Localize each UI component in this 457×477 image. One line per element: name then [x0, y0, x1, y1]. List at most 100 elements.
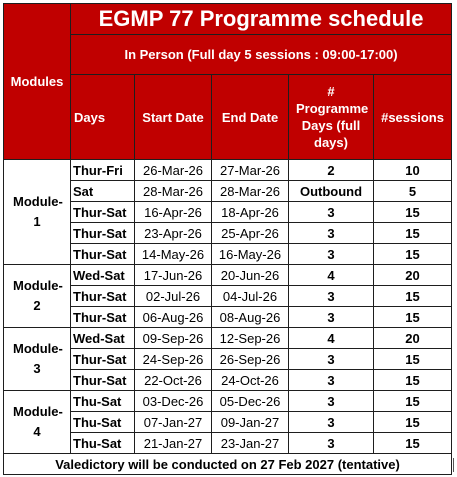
sessions-cell: 15	[372, 411, 453, 433]
days-cell: Thur-Sat	[70, 285, 135, 307]
start-date-cell: 21-Jan-27	[134, 432, 212, 454]
end-date-cell: 23-Jan-27	[211, 432, 289, 454]
end-date-cell: 18-Apr-26	[211, 201, 289, 223]
footer-row: Valedictory will be conducted on 27 Feb …	[2, 453, 453, 475]
sessions-cell: 15	[372, 222, 453, 244]
table-row: Thur-Sat 06-Aug-26 08-Aug-26 3 15	[4, 306, 453, 328]
start-date-cell: 09-Sep-26	[134, 327, 212, 349]
module-label-text: Module-2	[13, 278, 63, 313]
title-row: Modules EGMP 77 Programme schedule	[3, 3, 453, 160]
start-date-cell: 06-Aug-26	[134, 306, 212, 328]
table-row: Thur-Sat 22-Oct-26 24-Oct-26 3 15	[4, 369, 453, 391]
module-label-text: Module-3	[13, 341, 63, 376]
start-date-cell: 03-Dec-26	[134, 390, 212, 412]
end-date-cell: 12-Sep-26	[211, 327, 289, 349]
page-subtitle: In Person (Full day 5 sessions : 09:00-1…	[69, 34, 453, 75]
end-date-cell: 04-Jul-26	[211, 285, 289, 307]
days-cell: Thur-Sat	[70, 201, 135, 223]
start-date-cell: 02-Jul-26	[134, 285, 212, 307]
start-date-cell: 28-Mar-26	[134, 180, 212, 202]
programme-days-cell: 3	[288, 369, 374, 391]
programme-days-cell: 3	[288, 222, 374, 244]
days-cell: Thu-Sat	[70, 390, 135, 412]
module-label-text: Module-1	[13, 194, 63, 229]
module-label: Module-4	[3, 390, 71, 454]
sessions-cell: 15	[372, 348, 453, 370]
table-row: Module-3 Wed-Sat 09-Sep-26 12-Sep-26 4 20	[3, 327, 453, 391]
start-date-cell: 24-Sep-26	[134, 348, 212, 370]
sessions-cell: 20	[372, 327, 453, 349]
start-date-cell: 23-Apr-26	[134, 222, 212, 244]
start-date-cell: 16-Apr-26	[134, 201, 212, 223]
edge-mark	[453, 458, 454, 472]
sessions-header: #sessions	[372, 74, 453, 160]
end-date-header: End Date	[211, 74, 289, 160]
programme-days-header: # Programme Days (full days)	[288, 74, 374, 160]
table-row: Thur-Sat 23-Apr-26 25-Apr-26 3 15	[4, 222, 453, 244]
start-date-header: Start Date	[134, 74, 212, 160]
days-cell: Thur-Sat	[70, 222, 135, 244]
programme-days-cell: 3	[288, 348, 374, 370]
end-date-cell: 09-Jan-27	[211, 411, 289, 433]
table-row: Module-1 Thur-Fri 26-Mar-26 27-Mar-26 2 10	[3, 159, 453, 265]
programme-days-cell: 3	[288, 285, 374, 307]
modules-header: Modules	[3, 3, 71, 160]
programme-days-cell: 3	[288, 201, 374, 223]
table-row: Thur-Sat 24-Sep-26 26-Sep-26 3 15	[4, 348, 453, 370]
programme-days-cell: 3	[288, 432, 374, 454]
programme-days-cell: 3	[288, 306, 374, 328]
programme-days-cell: 3	[288, 243, 374, 265]
footer-note: Valedictory will be conducted on 27 Feb …	[2, 453, 453, 475]
start-date-cell: 26-Mar-26	[134, 159, 212, 181]
schedule-table: Modules EGMP 77 Programme schedule In Pe…	[2, 3, 453, 475]
days-cell: Thur-Sat	[70, 369, 135, 391]
page-title: EGMP 77 Programme schedule	[69, 3, 453, 35]
end-date-cell: 16-May-26	[211, 243, 289, 265]
days-cell: Wed-Sat	[70, 327, 135, 349]
sessions-cell: 5	[372, 180, 453, 202]
days-cell: Sat	[70, 180, 135, 202]
days-cell: Thur-Sat	[70, 348, 135, 370]
end-date-cell: 27-Mar-26	[211, 159, 289, 181]
days-cell: Thur-Fri	[70, 159, 135, 181]
sessions-cell: 15	[372, 306, 453, 328]
programme-days-cell: Outbound	[288, 180, 374, 202]
end-date-cell: 25-Apr-26	[211, 222, 289, 244]
days-cell: Thu-Sat	[70, 411, 135, 433]
subtitle-row: In Person (Full day 5 sessions : 09:00-1…	[4, 34, 453, 75]
programme-days-cell: 2	[288, 159, 374, 181]
days-header: Days	[70, 74, 135, 160]
sessions-cell: 15	[372, 432, 453, 454]
schedule-body: Modules EGMP 77 Programme schedule In Pe…	[2, 3, 453, 475]
end-date-cell: 20-Jun-26	[211, 264, 289, 286]
start-date-cell: 07-Jan-27	[134, 411, 212, 433]
days-cell: Wed-Sat	[70, 264, 135, 286]
column-header-row: Days Start Date End Date # Programme Day…	[4, 74, 453, 160]
programme-days-cell: 4	[288, 327, 374, 349]
start-date-cell: 22-Oct-26	[134, 369, 212, 391]
days-cell: Thur-Sat	[70, 306, 135, 328]
end-date-cell: 08-Aug-26	[211, 306, 289, 328]
programme-days-header-text: # Programme Days (full days)	[296, 84, 369, 150]
sessions-cell: 15	[372, 285, 453, 307]
module-label: Module-3	[3, 327, 71, 391]
end-date-cell: 28-Mar-26	[211, 180, 289, 202]
sessions-cell: 10	[372, 159, 453, 181]
table-row: Module-2 Wed-Sat 17-Jun-26 20-Jun-26 4 20	[3, 264, 453, 328]
table-row: Module-4 Thu-Sat 03-Dec-26 05-Dec-26 3 15	[3, 390, 453, 454]
table-row: Thur-Sat 16-Apr-26 18-Apr-26 3 15	[4, 201, 453, 223]
start-date-cell: 17-Jun-26	[134, 264, 212, 286]
table-row: Thur-Sat 02-Jul-26 04-Jul-26 3 15	[4, 285, 453, 307]
sessions-cell: 15	[372, 243, 453, 265]
days-cell: Thur-Sat	[70, 243, 135, 265]
programme-days-cell: 3	[288, 390, 374, 412]
programme-days-cell: 3	[288, 411, 374, 433]
table-row: Sat 28-Mar-26 28-Mar-26 Outbound 5	[4, 180, 453, 202]
module-label: Module-2	[3, 264, 71, 328]
sessions-cell: 15	[372, 201, 453, 223]
end-date-cell: 26-Sep-26	[211, 348, 289, 370]
end-date-cell: 05-Dec-26	[211, 390, 289, 412]
table-row: Thu-Sat 07-Jan-27 09-Jan-27 3 15	[4, 411, 453, 433]
days-cell: Thu-Sat	[70, 432, 135, 454]
programme-days-cell: 4	[288, 264, 374, 286]
